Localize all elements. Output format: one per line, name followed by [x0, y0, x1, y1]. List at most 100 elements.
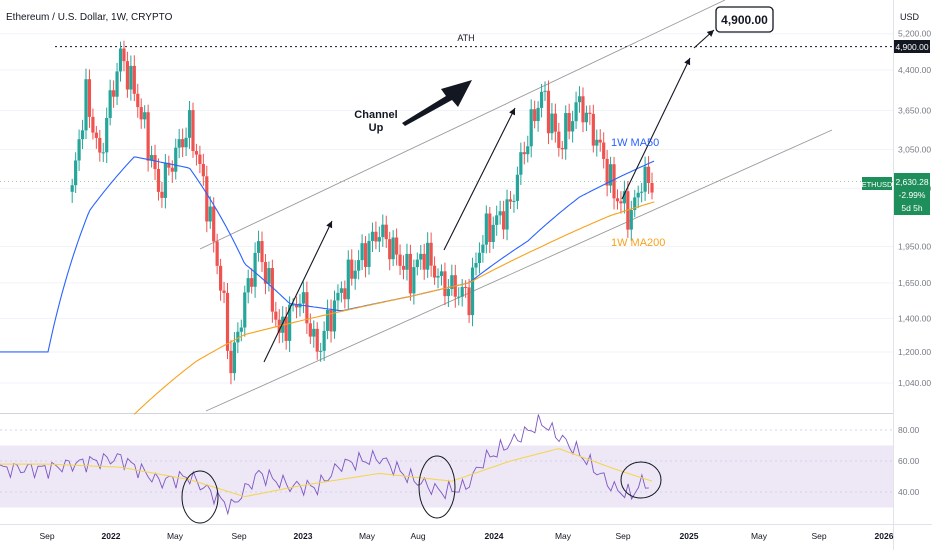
rsi-tick-label: 60.00 — [898, 456, 920, 466]
candle-body — [450, 275, 454, 289]
ath-label: ATH — [457, 33, 474, 43]
time-tick-label: Aug — [410, 531, 425, 541]
candle-body — [212, 206, 216, 242]
candle-body — [91, 116, 95, 133]
rsi-tick-label: 80.00 — [898, 425, 920, 435]
time-tick-label: 2024 — [485, 531, 504, 541]
candle-body — [388, 239, 392, 260]
candle-body — [557, 131, 561, 148]
ath-price-tag-text: 4,900.00 — [895, 42, 928, 52]
target-callout-text: 4,900.00 — [721, 13, 768, 27]
candle-body — [608, 164, 613, 186]
candle-body — [232, 342, 237, 374]
candle-body — [87, 79, 92, 117]
candle-body — [236, 331, 240, 343]
candle-body — [412, 267, 416, 294]
candle-body — [405, 253, 409, 270]
candle-body — [225, 292, 230, 351]
candle-body — [329, 309, 333, 332]
candle-body — [395, 237, 399, 255]
candle-body — [70, 185, 74, 192]
arrow-to-target — [693, 29, 715, 49]
arrow-2023-rally — [443, 107, 516, 251]
channel-label-line1: Channel — [354, 109, 397, 121]
candle-body — [115, 71, 119, 97]
candle-body — [294, 304, 299, 308]
ma50-line — [0, 156, 655, 353]
candle-body — [136, 93, 140, 108]
candle-body — [567, 113, 571, 132]
rsi-ma-line — [0, 448, 653, 497]
candle-body — [550, 113, 554, 134]
price-tick-label: 5,200.00 — [898, 29, 931, 39]
candle-body — [284, 316, 288, 341]
candle-body — [595, 139, 599, 146]
candle-body — [363, 243, 368, 267]
candle-body — [598, 139, 602, 143]
candle-body — [536, 107, 540, 122]
candle-body — [515, 174, 520, 201]
candle-body — [357, 260, 361, 271]
ath-price-tag: 4,900.00 — [894, 40, 930, 53]
time-tick-label: May — [751, 531, 768, 541]
candle-body — [384, 224, 388, 240]
candle-body — [439, 271, 444, 276]
candle-body — [612, 164, 616, 199]
price-pane[interactable] — [0, 0, 893, 413]
candle-body — [208, 206, 212, 222]
candle-body — [250, 278, 254, 287]
candle-body — [457, 296, 461, 298]
price-tick-label: 4,400.00 — [898, 65, 931, 75]
channel-label-line2: Up — [369, 122, 384, 134]
candle-body — [339, 288, 343, 293]
candle-body — [84, 79, 88, 131]
candle-body — [646, 166, 651, 183]
candle-body — [319, 350, 323, 352]
candle-body — [218, 265, 223, 291]
rsi-line — [0, 414, 649, 516]
candle-body — [312, 328, 316, 337]
candle-body — [267, 268, 271, 284]
candle-body — [246, 278, 250, 293]
candle-body — [105, 117, 109, 153]
candle-body — [194, 151, 199, 155]
rsi-circle-3 — [620, 461, 662, 499]
price-tick-label: 1,950.00 — [898, 242, 931, 252]
moving-averages — [0, 156, 655, 415]
candle-body — [343, 288, 347, 300]
candle-body — [260, 241, 264, 263]
candle-body — [156, 168, 161, 192]
time-tick-label: 2026 — [875, 531, 894, 541]
time-axis[interactable]: Sep 2022 May Sep 2023 May Aug 2024 May Sep 2025 May… — [39, 531, 893, 541]
time-tick-label: May — [167, 531, 184, 541]
rsi-lines — [0, 414, 653, 516]
candle-body — [74, 160, 78, 186]
candle-body — [426, 242, 430, 270]
candle-body — [336, 292, 340, 301]
time-tick-label: May — [359, 531, 376, 541]
candle-body — [139, 107, 143, 120]
candle-body — [370, 231, 375, 241]
candle-body — [484, 213, 488, 245]
time-tick-label: Sep — [39, 531, 54, 541]
time-tick-label: May — [555, 531, 572, 541]
target-callout[interactable]: 4,900.00 — [715, 6, 774, 33]
last-change-text: -2.99% — [899, 190, 926, 200]
time-tick-label: Sep — [231, 531, 246, 541]
candle-body — [305, 292, 309, 324]
candle-body — [256, 241, 261, 253]
candle-body — [588, 112, 592, 114]
candle-body — [322, 330, 326, 351]
candle-body — [153, 155, 157, 169]
candle-body — [643, 166, 647, 192]
candle-body — [505, 199, 509, 230]
candle-body — [615, 198, 620, 202]
candle-body — [301, 292, 306, 304]
price-tick-label: 1,650.00 — [898, 278, 931, 288]
candle-body — [591, 113, 595, 146]
candle-body — [181, 139, 185, 148]
candle-body — [377, 237, 381, 242]
rsi-axis[interactable]: 80.00 60.00 40.00 — [898, 425, 920, 497]
candle-body — [167, 162, 171, 168]
